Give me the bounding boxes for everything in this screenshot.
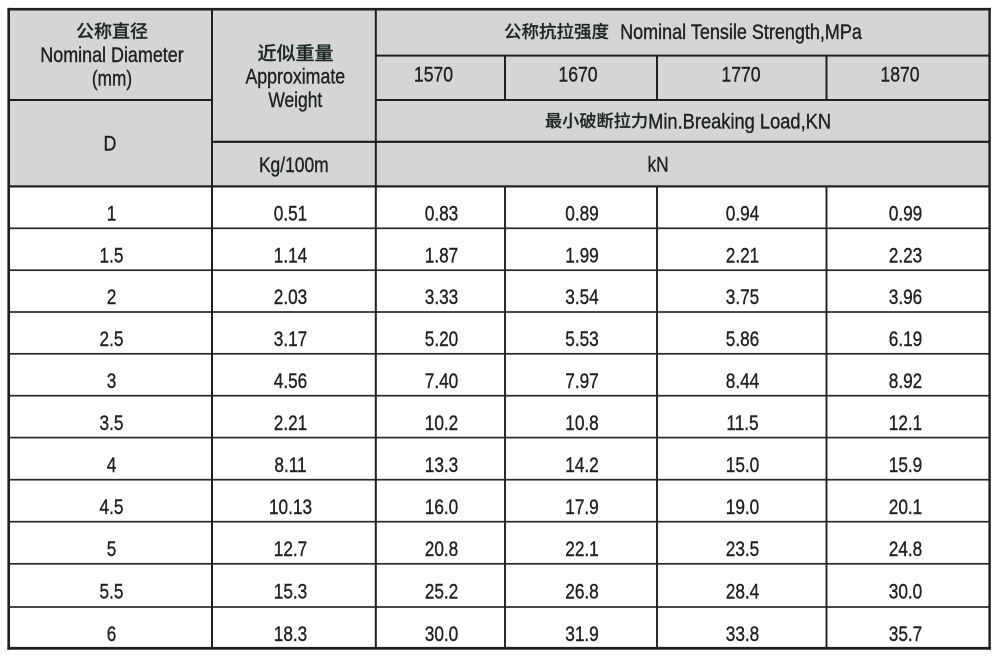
svg-text:24.8: 24.8 — [889, 538, 923, 561]
svg-text:1770: 1770 — [721, 63, 760, 87]
svg-text:1870: 1870 — [880, 63, 919, 87]
svg-text:5.86: 5.86 — [726, 329, 760, 352]
svg-text:0.83: 0.83 — [425, 203, 459, 226]
svg-text:30.0: 30.0 — [425, 623, 459, 646]
svg-text:8.44: 8.44 — [726, 370, 760, 393]
svg-text:0.99: 0.99 — [889, 203, 923, 226]
svg-text:Approximate: Approximate — [245, 65, 345, 89]
svg-text:3.5: 3.5 — [100, 412, 124, 435]
svg-text:17.9: 17.9 — [565, 496, 599, 519]
svg-text:2.21: 2.21 — [274, 412, 308, 435]
svg-text:6.19: 6.19 — [889, 329, 923, 352]
svg-text:35.7: 35.7 — [889, 623, 923, 646]
svg-text:5.5: 5.5 — [100, 581, 124, 604]
svg-text:3.33: 3.33 — [425, 287, 459, 310]
svg-text:6: 6 — [107, 623, 117, 646]
svg-text:19.0: 19.0 — [726, 496, 760, 519]
svg-text:33.8: 33.8 — [726, 623, 760, 646]
svg-text:5.53: 5.53 — [565, 329, 599, 352]
svg-text:Nominal Tensile Strength,MPa: Nominal Tensile Strength,MPa — [620, 21, 862, 45]
svg-text:7.97: 7.97 — [565, 370, 599, 393]
svg-text:5: 5 — [107, 538, 117, 561]
svg-text:0.51: 0.51 — [274, 203, 308, 226]
svg-text:22.1: 22.1 — [565, 538, 599, 561]
svg-text:23.5: 23.5 — [726, 538, 760, 561]
svg-text:14.2: 14.2 — [565, 454, 599, 477]
svg-text:25.2: 25.2 — [425, 581, 459, 604]
svg-text:13.3: 13.3 — [425, 454, 459, 477]
svg-text:Weight: Weight — [268, 90, 322, 113]
svg-text:7.40: 7.40 — [425, 370, 459, 393]
svg-text:2.5: 2.5 — [100, 329, 124, 352]
svg-text:0.89: 0.89 — [565, 203, 599, 226]
svg-text:1.14: 1.14 — [274, 245, 308, 268]
svg-text:D: D — [104, 132, 117, 156]
svg-text:3.75: 3.75 — [726, 287, 760, 310]
svg-text:Min.Breaking Load,KN: Min.Breaking Load,KN — [648, 110, 831, 133]
svg-text:1.99: 1.99 — [565, 245, 599, 268]
svg-text:2.23: 2.23 — [889, 245, 923, 268]
svg-text:15.9: 15.9 — [889, 454, 923, 477]
svg-text:Kg/100m: Kg/100m — [259, 154, 329, 177]
svg-text:(mm): (mm) — [92, 68, 132, 91]
svg-text:2: 2 — [107, 287, 117, 310]
svg-text:11.5: 11.5 — [726, 412, 758, 435]
svg-text:28.4: 28.4 — [726, 581, 760, 604]
svg-text:26.8: 26.8 — [565, 581, 599, 604]
svg-text:30.0: 30.0 — [889, 581, 923, 604]
svg-text:8.11: 8.11 — [274, 454, 306, 477]
svg-text:10.13: 10.13 — [269, 496, 312, 519]
svg-text:3.17: 3.17 — [274, 329, 308, 352]
svg-text:20.1: 20.1 — [889, 496, 923, 519]
svg-text:1.5: 1.5 — [100, 245, 124, 268]
svg-text:16.0: 16.0 — [425, 496, 459, 519]
svg-text:20.8: 20.8 — [425, 538, 459, 561]
svg-text:4: 4 — [107, 454, 117, 477]
svg-text:3: 3 — [107, 370, 117, 393]
svg-text:12.7: 12.7 — [274, 538, 308, 561]
svg-text:4.56: 4.56 — [274, 370, 308, 393]
svg-text:2.03: 2.03 — [274, 287, 308, 310]
svg-text:10.2: 10.2 — [425, 412, 459, 435]
svg-text:3.54: 3.54 — [565, 287, 599, 310]
svg-text:1.87: 1.87 — [425, 245, 459, 268]
svg-text:1670: 1670 — [558, 63, 597, 87]
svg-text:10.8: 10.8 — [565, 412, 599, 435]
svg-text:Nominal Diameter: Nominal Diameter — [40, 44, 184, 68]
svg-text:2.21: 2.21 — [726, 245, 760, 268]
svg-text:31.9: 31.9 — [565, 623, 599, 646]
svg-text:1: 1 — [107, 203, 117, 226]
svg-text:kN: kN — [647, 154, 668, 177]
svg-text:12.1: 12.1 — [889, 412, 923, 435]
svg-text:4.5: 4.5 — [100, 496, 124, 519]
svg-text:15.0: 15.0 — [726, 454, 760, 477]
svg-text:0.94: 0.94 — [726, 203, 760, 226]
svg-text:3.96: 3.96 — [889, 287, 923, 310]
svg-text:8.92: 8.92 — [889, 370, 923, 393]
svg-text:5.20: 5.20 — [425, 329, 459, 352]
svg-text:18.3: 18.3 — [274, 623, 308, 646]
svg-text:1570: 1570 — [414, 63, 453, 87]
svg-text:15.3: 15.3 — [274, 581, 308, 604]
